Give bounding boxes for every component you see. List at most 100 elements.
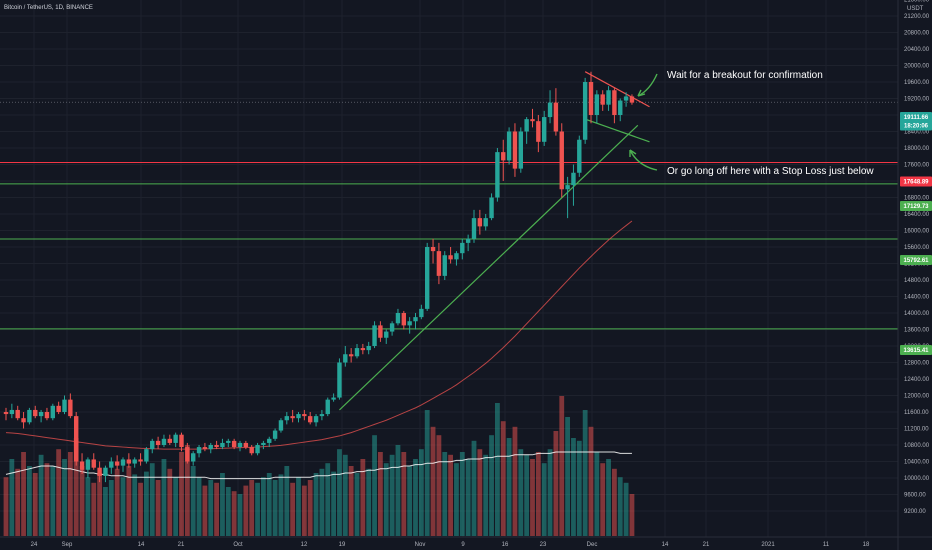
volume-bar (541, 463, 547, 536)
volume-bar (553, 431, 559, 536)
volume-bar (208, 480, 214, 536)
volume-bar (430, 426, 436, 536)
candle-body (243, 442, 249, 448)
candle (249, 445, 254, 456)
candle-body (15, 409, 20, 419)
candle-body (337, 362, 342, 398)
candle (161, 434, 167, 448)
volume-bar (436, 435, 442, 536)
candle-body (114, 461, 120, 466)
candle (425, 242, 430, 311)
candle (571, 164, 576, 206)
candle-body (50, 405, 55, 419)
candle-body (471, 218, 477, 239)
volume-bar (307, 480, 313, 536)
volume-bar (225, 487, 231, 536)
volume-bar (424, 410, 430, 536)
candle (612, 88, 617, 124)
candle-body (524, 119, 529, 132)
trendlines[interactable] (339, 71, 650, 411)
candle (44, 407, 50, 421)
candle-body (296, 414, 301, 419)
candle-body (261, 442, 266, 445)
candle-body (138, 459, 143, 462)
candle (150, 438, 155, 454)
candle-body (196, 447, 202, 454)
candle (565, 176, 570, 219)
volume-bar (331, 471, 336, 536)
candle-body (372, 325, 377, 346)
candle (395, 308, 401, 326)
candle (290, 409, 295, 423)
volume-bar (120, 477, 126, 536)
y-tick-label: 21200.00 (904, 14, 930, 20)
y-tick-label: 11600.00 (904, 410, 929, 416)
candle (196, 445, 202, 458)
volume-bar (477, 449, 483, 536)
x-tick-label: Nov (415, 542, 426, 548)
candle (138, 453, 143, 466)
candle (430, 238, 436, 264)
long-arrow (629, 149, 658, 171)
candle-body (331, 397, 336, 400)
y-tick-label: 10400.00 (904, 460, 930, 466)
candle-body (389, 323, 395, 332)
volume-bar (44, 463, 50, 536)
y-tick-label: 12000.00 (904, 394, 930, 400)
candle (413, 313, 418, 330)
annotations: Wait for a breakout for confirmation Or … (629, 70, 874, 177)
candle-body (120, 459, 126, 466)
volume-bar (266, 473, 272, 536)
volume-bar (606, 459, 611, 536)
y-tick-label: 17600.00 (904, 163, 930, 169)
candle (319, 409, 325, 421)
candle-body (600, 94, 605, 105)
candle-body (103, 467, 108, 476)
candle (465, 234, 471, 252)
volume-bar (348, 466, 354, 536)
volume-bar (114, 468, 120, 536)
y-tick-label: 18000.00 (904, 146, 930, 152)
y-tick-label: 15600.00 (904, 245, 930, 251)
volume-bar (214, 482, 219, 536)
candle-body (126, 459, 132, 464)
candle (378, 321, 383, 342)
candle-body (618, 100, 623, 115)
candle-body (208, 445, 213, 450)
y-tick-label: 13600.00 (904, 328, 930, 334)
candle-body (191, 453, 196, 462)
candle (56, 401, 61, 415)
horizontal-levels[interactable] (0, 101, 898, 330)
candle (536, 115, 541, 153)
volume-bar (97, 473, 102, 536)
volume-bar (167, 468, 173, 536)
volume-bar (50, 466, 56, 536)
candle (296, 412, 301, 423)
candle (313, 414, 319, 427)
candle-body (413, 317, 418, 322)
candle-body (501, 152, 506, 161)
volume-bar (582, 410, 588, 536)
volume-bar (32, 473, 38, 536)
candle (577, 135, 582, 177)
volume-bar (3, 477, 9, 536)
volume-bar (448, 454, 453, 536)
price-tag-bg (900, 176, 932, 187)
candle-body (407, 321, 412, 326)
candle (477, 209, 483, 235)
candle-body (477, 218, 483, 227)
candle (518, 127, 523, 173)
candle-body (325, 399, 330, 415)
candle-body (237, 442, 243, 448)
candle-body (588, 82, 594, 115)
candle-body (33, 409, 38, 417)
volume-bar (108, 480, 114, 536)
candle-body (74, 416, 79, 462)
time-axis[interactable]: 24 Sep 14 21 Oct 12 19 Nov 9 16 23 Dec 14 21 2021 11 18 (31, 542, 870, 548)
x-tick-label: 19 (339, 542, 346, 548)
candle (588, 71, 594, 124)
candle-body (460, 242, 465, 254)
candle-body (302, 414, 307, 417)
volume-ma (5, 451, 632, 480)
x-tick-label: 21 (178, 542, 185, 548)
